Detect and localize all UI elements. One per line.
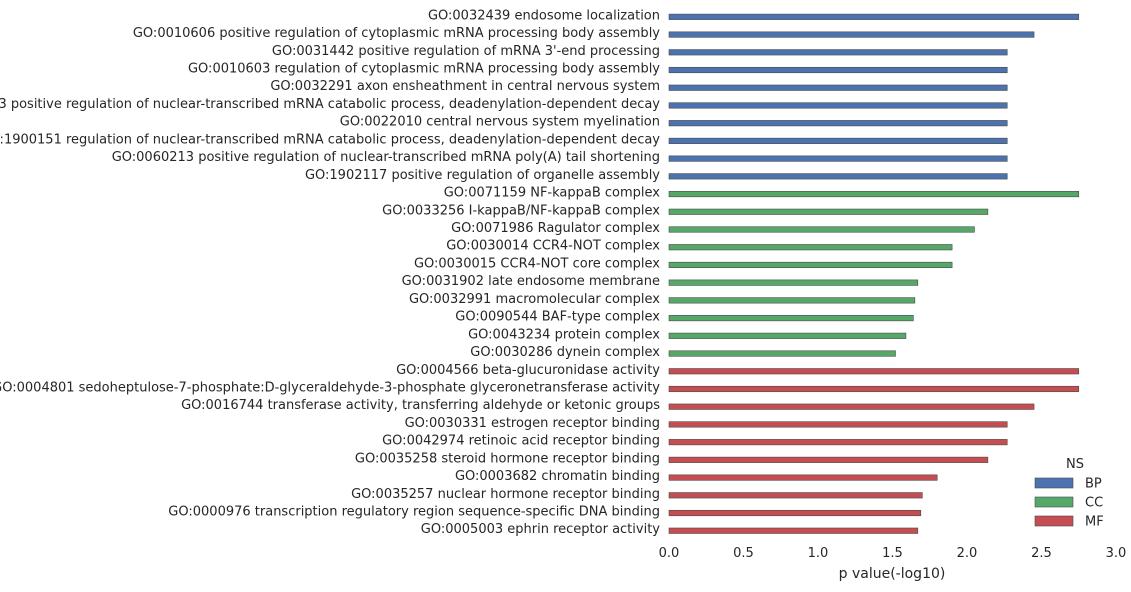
category-label: GO:0000976 transcription regulatory regi… (168, 505, 660, 520)
category-label: GO:0016744 transferase activity, transfe… (181, 398, 660, 413)
x-tick-label: 0.5 (733, 546, 754, 561)
category-label: GO:0030286 dynein complex (470, 345, 660, 360)
bar (668, 368, 1080, 375)
bar (668, 208, 989, 215)
category-label: GO:0090544 BAF-type complex (455, 310, 660, 325)
bar (668, 527, 919, 534)
category-label: GO:0022010 central nervous system myelin… (340, 115, 660, 130)
bar (668, 350, 896, 357)
category-label: GO:0010603 regulation of cytoplasmic mRN… (188, 62, 660, 77)
category-labels: GO:0032439 endosome localization GO:00106… (0, 8, 660, 537)
category-label: GO:1900153 positive regulation of nuclea… (0, 97, 660, 112)
bar (668, 102, 1008, 109)
bar (668, 137, 1008, 144)
bars-layer (668, 13, 1080, 534)
bar (668, 456, 989, 463)
bar (668, 191, 1080, 198)
bar (668, 13, 1080, 20)
x-tick-label: 1.5 (882, 546, 903, 561)
x-axis-label: p value(-log10) (839, 566, 946, 582)
bar (668, 474, 938, 481)
category-label: GO:0060213 positive regulation of nuclea… (112, 150, 660, 165)
bar (668, 509, 922, 517)
bar (668, 297, 916, 304)
bar (668, 49, 1008, 56)
bar (668, 226, 975, 233)
bar (668, 385, 1080, 393)
category-label: GO:0033256 I-kappaB/NF-kappaB complex (382, 203, 660, 218)
legend: NS BP CC MF (1034, 457, 1104, 530)
legend-swatch (1034, 515, 1074, 527)
bar (668, 332, 907, 339)
x-tick-label: 1.0 (808, 546, 829, 561)
bar (668, 155, 1008, 162)
x-tick-label: 2.5 (1031, 546, 1052, 561)
category-label: GO:0032291 axon ensheathment in central … (270, 79, 660, 94)
bar (668, 279, 919, 286)
bar (668, 439, 1008, 446)
legend-swatch (1034, 496, 1074, 508)
legend-label: BP (1085, 477, 1102, 492)
x-tick-label: 3.0 (1106, 546, 1127, 561)
bar (668, 315, 914, 322)
bar (668, 492, 923, 499)
legend-label: CC (1085, 496, 1103, 511)
category-label: GO:1900151 regulation of nuclear-transcr… (0, 132, 660, 147)
category-label: GO:0004566 beta-glucuronidase activity (396, 363, 660, 378)
legend-title: NS (1066, 457, 1084, 472)
bar (668, 173, 1008, 180)
bar (668, 421, 1008, 428)
category-label: GO:0032991 macromolecular complex (409, 292, 660, 307)
category-label: GO:0035258 steroid hormone receptor bind… (355, 451, 660, 466)
category-label: GO:0071159 NF-kappaB complex (444, 186, 661, 201)
category-label: GO:0035257 nuclear hormone receptor bind… (351, 487, 660, 502)
category-label: GO:0004801 sedoheptulose-7-phosphate:D-g… (0, 380, 660, 395)
category-label: GO:0030014 CCR4-NOT complex (446, 239, 660, 254)
category-label: GO:0031902 late endosome membrane (402, 274, 660, 289)
legend-label: MF (1085, 515, 1104, 530)
category-label: GO:0043234 protein complex (468, 327, 660, 342)
category-label: GO:0003682 chromatin binding (455, 469, 660, 484)
x-tick-label: 2.0 (957, 546, 978, 561)
x-tick-label: 0.0 (659, 546, 680, 561)
category-label: GO:0030331 estrogen receptor binding (405, 416, 660, 431)
category-label: GO:0042974 retinoic acid receptor bindin… (382, 434, 660, 449)
category-label: GO:0005003 ephrin receptor activity (421, 522, 661, 537)
bar (668, 120, 1008, 127)
category-label: GO:1902117 positive regulation of organe… (305, 168, 660, 183)
bar (668, 403, 1035, 410)
category-label: GO:0032439 endosome localization (428, 8, 660, 23)
category-label: GO:0031442 positive regulation of mRNA 3… (272, 44, 660, 59)
category-label: GO:0010606 positive regulation of cytopl… (133, 26, 660, 41)
bar (668, 244, 953, 251)
category-label: GO:0030015 CCR4-NOT core complex (414, 256, 660, 271)
legend-swatch (1034, 477, 1074, 489)
bar (668, 84, 1008, 91)
category-label: GO:0071986 Ragulator complex (451, 221, 660, 236)
bar (668, 261, 953, 268)
x-axis-ticks: 0.0 0.5 1.0 1.5 2.0 2.5 3.0 (659, 546, 1127, 561)
bar (668, 66, 1008, 74)
bar (668, 31, 1035, 38)
